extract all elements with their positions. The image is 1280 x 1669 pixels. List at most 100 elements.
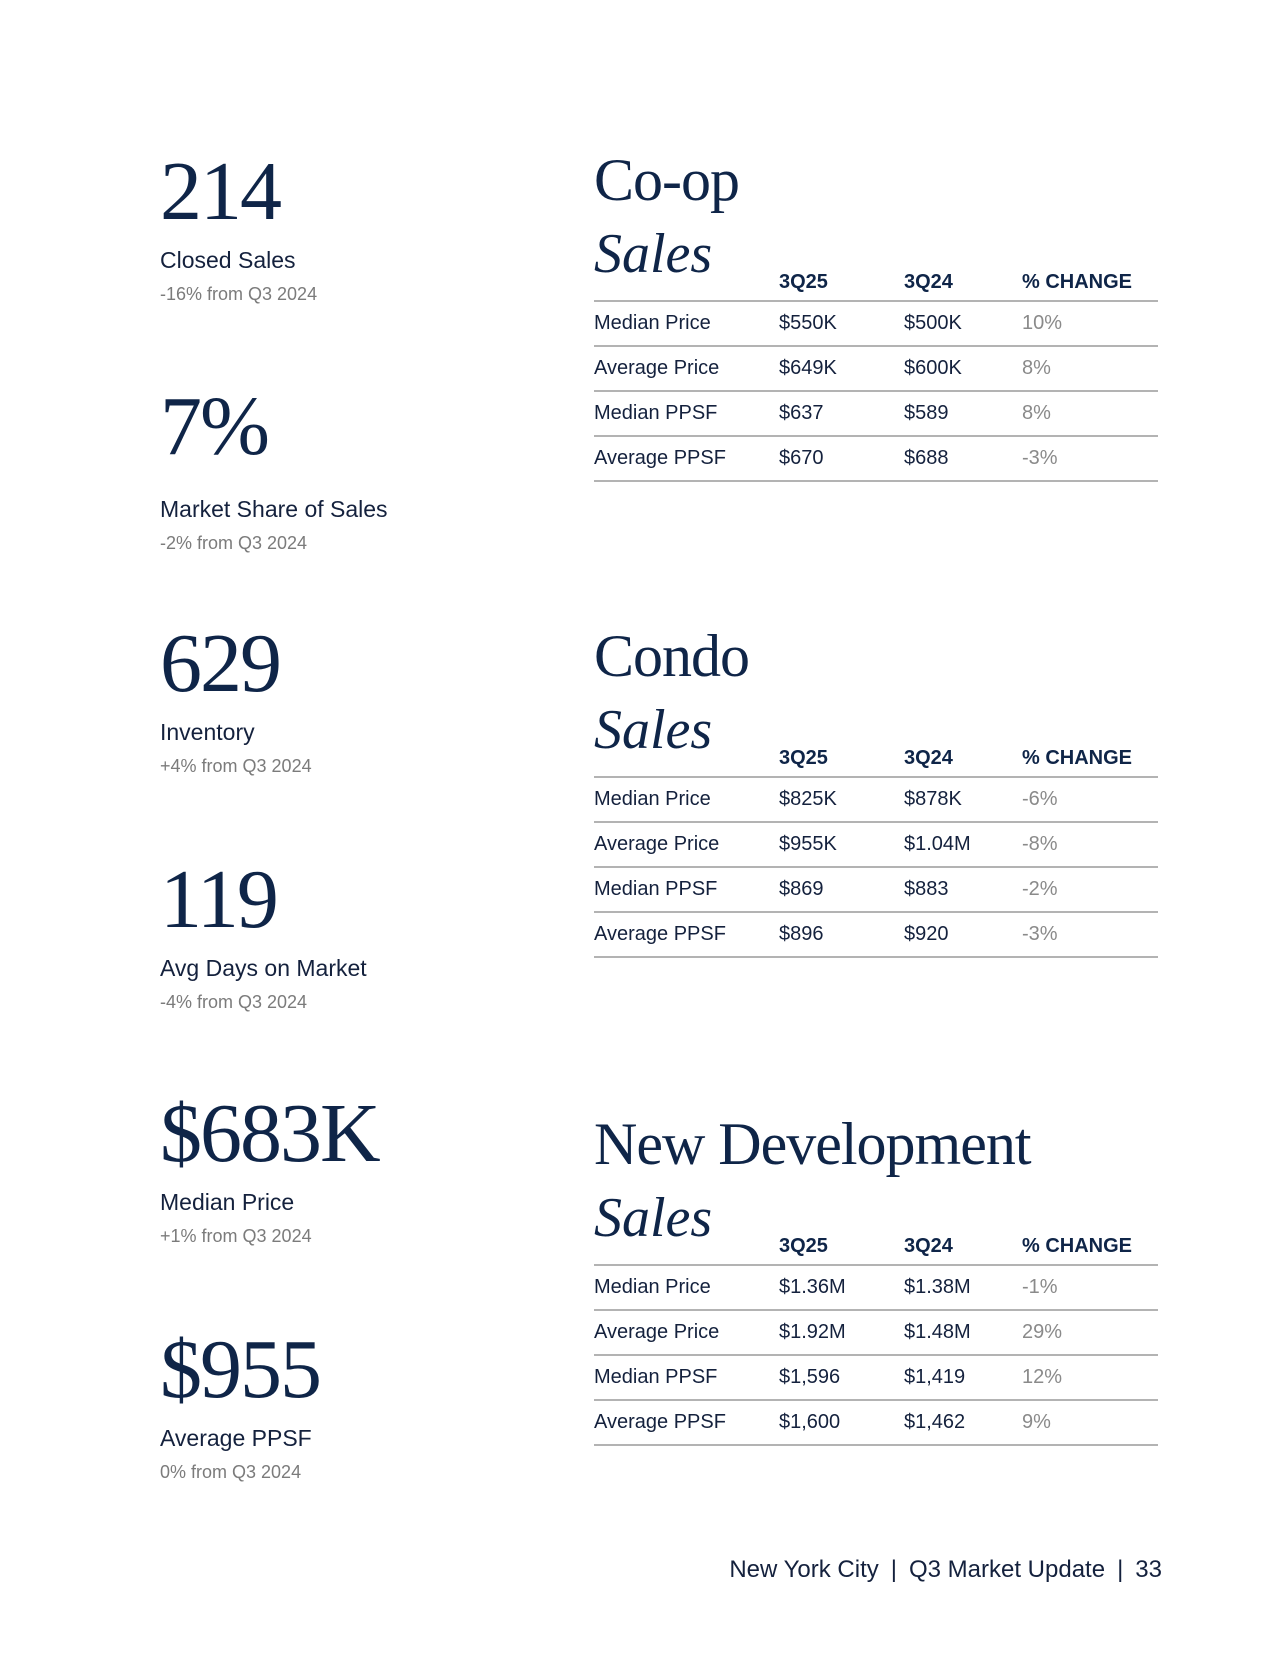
- metric-name: Average Price: [594, 822, 779, 868]
- value-pct-change: -3%: [1022, 436, 1158, 482]
- footer-separator: |: [890, 1556, 897, 1583]
- value-3q25: $955K: [779, 822, 904, 868]
- stat-delta: 0% from Q3 2024: [160, 1462, 302, 1482]
- coop-sales-table: 3Q25 3Q24 % CHANGE Median Price $550K $5…: [594, 270, 1158, 482]
- stat-label: Avg Days on Market: [160, 955, 367, 981]
- value-pct-change: 9%: [1022, 1400, 1158, 1446]
- table-row: Average Price $1.92M $1.48M 29%: [594, 1310, 1158, 1356]
- value-pct-change: 12%: [1022, 1355, 1158, 1401]
- value-3q24: $688: [904, 436, 1022, 482]
- value-3q25: $869: [779, 867, 904, 913]
- stat-value: $955: [160, 1323, 322, 1416]
- footer-separator: |: [1117, 1556, 1124, 1583]
- stat-value: 7%: [160, 380, 270, 473]
- header-pct-change: % CHANGE: [1022, 746, 1158, 778]
- stat-value: $683K: [160, 1087, 381, 1180]
- metric-name: Median PPSF: [594, 867, 779, 913]
- condo-sales-table: 3Q25 3Q24 % CHANGE Median Price $825K $8…: [594, 746, 1158, 958]
- header-metric: [594, 1234, 779, 1266]
- header-3q25: 3Q25: [779, 746, 904, 778]
- value-3q24: $883: [904, 867, 1022, 913]
- metric-name: Average PPSF: [594, 436, 779, 482]
- value-3q24: $1.48M: [904, 1310, 1022, 1356]
- metric-name: Average Price: [594, 346, 779, 392]
- table-row: Median PPSF $1,596 $1,419 12%: [594, 1355, 1158, 1401]
- value-pct-change: -3%: [1022, 912, 1158, 958]
- value-3q25: $1.36M: [779, 1265, 904, 1311]
- stat-delta: -16% from Q3 2024: [160, 284, 318, 304]
- table-header-row: 3Q25 3Q24 % CHANGE: [594, 1234, 1158, 1266]
- value-pct-change: 10%: [1022, 301, 1158, 347]
- stat-delta: -2% from Q3 2024: [160, 533, 308, 553]
- header-3q24: 3Q24: [904, 270, 1022, 302]
- value-pct-change: -1%: [1022, 1265, 1158, 1311]
- stat-label: Average PPSF: [160, 1425, 312, 1451]
- section-new-development-sales: New Development Sales 3Q25 3Q24 % CHANGE…: [594, 1111, 1158, 1446]
- stat-value: 119: [160, 853, 279, 946]
- table-row: Average PPSF $670 $688 -3%: [594, 436, 1158, 482]
- metric-name: Median PPSF: [594, 391, 779, 437]
- value-3q24: $500K: [904, 301, 1022, 347]
- value-3q24: $1.38M: [904, 1265, 1022, 1311]
- metric-name: Median Price: [594, 1265, 779, 1311]
- value-3q25: $1,600: [779, 1400, 904, 1446]
- value-3q25: $670: [779, 436, 904, 482]
- value-3q24: $1.04M: [904, 822, 1022, 868]
- header-3q24: 3Q24: [904, 746, 1022, 778]
- footer-location: New York City: [729, 1556, 879, 1583]
- table-row: Average Price $955K $1.04M -8%: [594, 822, 1158, 868]
- stat-label: Closed Sales: [160, 247, 296, 273]
- value-3q24: $878K: [904, 777, 1022, 823]
- value-pct-change: 29%: [1022, 1310, 1158, 1356]
- value-3q25: $637: [779, 391, 904, 437]
- value-3q25: $1.92M: [779, 1310, 904, 1356]
- value-3q24: $1,419: [904, 1355, 1022, 1401]
- header-3q25: 3Q25: [779, 1234, 904, 1266]
- stat-delta: +1% from Q3 2024: [160, 1226, 312, 1246]
- page-footer: New York City | Q3 Market Update | 33: [729, 1556, 1162, 1584]
- value-3q24: $920: [904, 912, 1022, 958]
- metric-name: Average PPSF: [594, 912, 779, 958]
- value-pct-change: 8%: [1022, 391, 1158, 437]
- header-metric: [594, 746, 779, 778]
- value-pct-change: -2%: [1022, 867, 1158, 913]
- section-title: New Development: [594, 1111, 1032, 1177]
- new-development-sales-table: 3Q25 3Q24 % CHANGE Median Price $1.36M $…: [594, 1234, 1158, 1446]
- table-row: Average PPSF $896 $920 -3%: [594, 912, 1158, 958]
- value-3q25: $896: [779, 912, 904, 958]
- stat-delta: -4% from Q3 2024: [160, 992, 308, 1012]
- metric-name: Median Price: [594, 301, 779, 347]
- value-3q24: $589: [904, 391, 1022, 437]
- section-title: Condo: [594, 623, 750, 689]
- table-row: Median PPSF $637 $589 8%: [594, 391, 1158, 437]
- stat-label: Market Share of Sales: [160, 496, 388, 522]
- value-3q24: $600K: [904, 346, 1022, 392]
- table-row: Median Price $825K $878K -6%: [594, 777, 1158, 823]
- value-3q24: $1,462: [904, 1400, 1022, 1446]
- table-header-row: 3Q25 3Q24 % CHANGE: [594, 270, 1158, 302]
- value-pct-change: -6%: [1022, 777, 1158, 823]
- value-3q25: $550K: [779, 301, 904, 347]
- value-3q25: $1,596: [779, 1355, 904, 1401]
- stat-value: 629: [160, 617, 282, 710]
- page-number: 33: [1135, 1556, 1162, 1583]
- stat-average-ppsf: $955 Average PPSF 0% from Q3 2024: [160, 1328, 540, 1484]
- value-pct-change: -8%: [1022, 822, 1158, 868]
- header-3q24: 3Q24: [904, 1234, 1022, 1266]
- value-pct-change: 8%: [1022, 346, 1158, 392]
- header-pct-change: % CHANGE: [1022, 270, 1158, 302]
- value-3q25: $649K: [779, 346, 904, 392]
- metric-name: Average Price: [594, 1310, 779, 1356]
- header-pct-change: % CHANGE: [1022, 1234, 1158, 1266]
- table-header-row: 3Q25 3Q24 % CHANGE: [594, 746, 1158, 778]
- table-row: Median PPSF $869 $883 -2%: [594, 867, 1158, 913]
- metric-name: Median Price: [594, 777, 779, 823]
- stat-delta: +4% from Q3 2024: [160, 756, 312, 776]
- header-metric: [594, 270, 779, 302]
- section-condo-sales: Condo Sales 3Q25 3Q24 % CHANGE Median Pr…: [594, 623, 1158, 958]
- stat-label: Inventory: [160, 719, 255, 745]
- metric-name: Average PPSF: [594, 1400, 779, 1446]
- section-title: Co-op: [594, 147, 740, 213]
- metric-name: Median PPSF: [594, 1355, 779, 1401]
- stat-value: 214: [160, 145, 282, 238]
